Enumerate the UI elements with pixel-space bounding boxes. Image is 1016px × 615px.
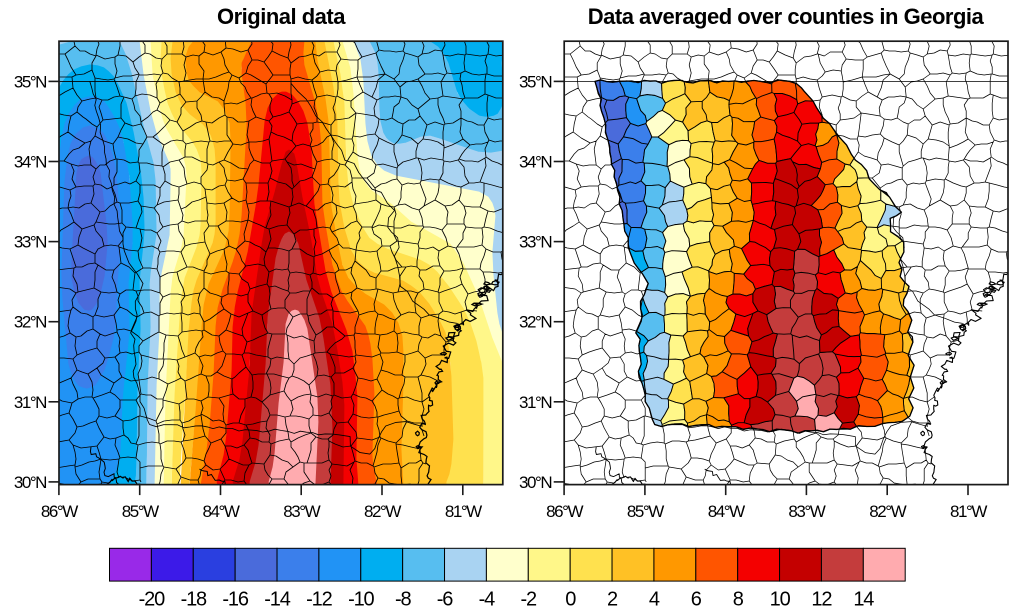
- svg-text:32°N: 32°N: [519, 313, 551, 332]
- svg-text:2: 2: [607, 589, 618, 611]
- svg-text:86°W: 86°W: [41, 502, 78, 521]
- svg-text:84°W: 84°W: [203, 502, 240, 521]
- svg-text:12: 12: [811, 589, 832, 611]
- svg-text:0: 0: [565, 589, 576, 611]
- svg-text:82°W: 82°W: [869, 502, 906, 521]
- svg-text:4: 4: [649, 589, 660, 611]
- svg-text:-4: -4: [479, 589, 496, 611]
- svg-text:34°N: 34°N: [14, 153, 46, 172]
- svg-text:8: 8: [733, 589, 744, 611]
- svg-text:86°W: 86°W: [546, 502, 583, 521]
- svg-text:-18: -18: [181, 589, 207, 611]
- svg-text:33°N: 33°N: [14, 233, 46, 252]
- svg-text:30°N: 30°N: [14, 473, 46, 492]
- svg-text:85°W: 85°W: [627, 502, 664, 521]
- svg-text:14: 14: [853, 589, 874, 611]
- svg-text:-2: -2: [521, 589, 538, 611]
- svg-text:31°N: 31°N: [519, 393, 551, 412]
- svg-text:31°N: 31°N: [14, 393, 46, 412]
- svg-text:81°W: 81°W: [445, 502, 482, 521]
- svg-text:-8: -8: [395, 589, 412, 611]
- svg-text:6: 6: [691, 589, 702, 611]
- svg-text:-12: -12: [306, 589, 332, 611]
- svg-text:30°N: 30°N: [519, 473, 551, 492]
- svg-text:-14: -14: [264, 589, 290, 611]
- svg-text:33°N: 33°N: [519, 233, 551, 252]
- svg-text:84°W: 84°W: [708, 502, 745, 521]
- svg-text:34°N: 34°N: [519, 153, 551, 172]
- svg-text:83°W: 83°W: [788, 502, 825, 521]
- svg-text:Data averaged over counties in: Data averaged over counties in Georgia: [588, 4, 985, 29]
- svg-text:-6: -6: [437, 589, 454, 611]
- svg-text:35°N: 35°N: [519, 72, 551, 91]
- svg-text:83°W: 83°W: [283, 502, 320, 521]
- svg-text:35°N: 35°N: [14, 72, 46, 91]
- svg-text:Original data: Original data: [217, 4, 346, 29]
- svg-text:-20: -20: [139, 589, 165, 611]
- svg-text:85°W: 85°W: [122, 502, 159, 521]
- svg-text:32°N: 32°N: [14, 313, 46, 332]
- svg-text:-10: -10: [348, 589, 374, 611]
- svg-text:10: 10: [770, 589, 791, 611]
- svg-text:81°W: 81°W: [950, 502, 987, 521]
- svg-text:82°W: 82°W: [364, 502, 401, 521]
- svg-text:-16: -16: [222, 589, 248, 611]
